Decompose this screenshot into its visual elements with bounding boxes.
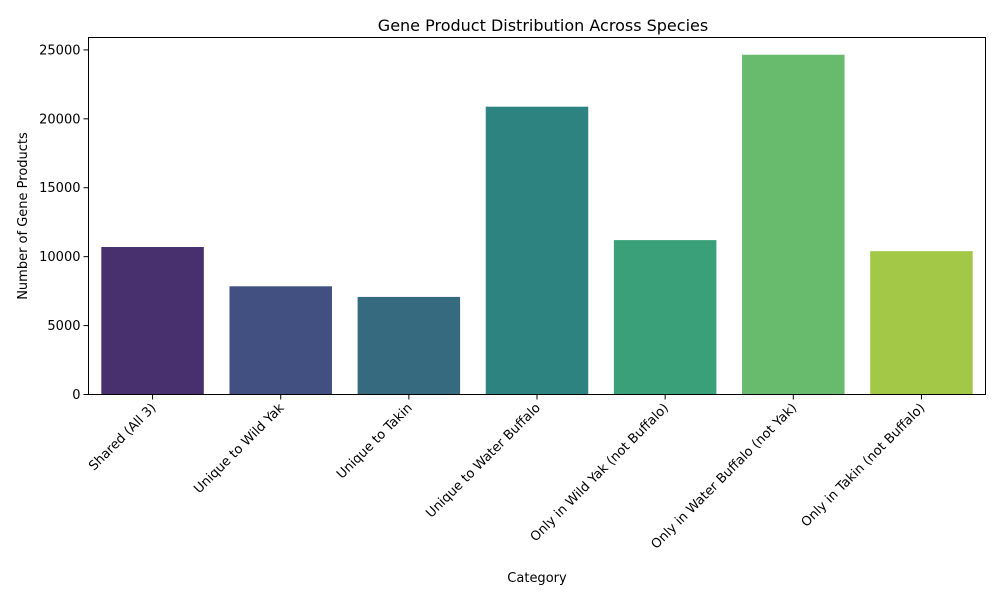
x-tick-label: Unique to Takin bbox=[334, 401, 416, 483]
x-tick-label: Shared (All 3) bbox=[86, 401, 159, 474]
y-tick-label: 0 bbox=[72, 388, 80, 403]
y-axis: 0 5000 10000 15000 20000 25000 bbox=[39, 43, 89, 403]
x-axis-label: Category bbox=[507, 571, 567, 586]
y-tick-label: 20000 bbox=[39, 112, 80, 127]
y-tick-label: 15000 bbox=[39, 181, 80, 196]
bar bbox=[870, 251, 973, 395]
x-tick-label: Only in Takin (not Buffalo) bbox=[799, 401, 929, 531]
bar bbox=[229, 286, 332, 395]
y-tick-label: 25000 bbox=[39, 43, 80, 58]
y-axis-label: Number of Gene Products bbox=[16, 132, 31, 300]
x-tick-label: Unique to Wild Yak bbox=[191, 400, 287, 496]
bar bbox=[742, 54, 845, 395]
y-tick-label: 10000 bbox=[39, 250, 80, 265]
bar bbox=[613, 240, 717, 395]
x-tick-label: Only in Water Buffalo (not Yak) bbox=[648, 401, 800, 553]
bar bbox=[101, 247, 204, 395]
chart-title: Gene Product Distribution Across Species bbox=[378, 16, 708, 35]
plot-frame bbox=[88, 37, 986, 395]
x-axis: Shared (All 3) Unique to Wild Yak Unique t… bbox=[86, 394, 929, 553]
bars-group bbox=[101, 54, 973, 395]
bar bbox=[485, 106, 589, 395]
bar bbox=[357, 296, 461, 395]
x-tick-label: Only in Wild Yak (not Buffalo) bbox=[528, 401, 672, 545]
y-tick-label: 5000 bbox=[47, 319, 80, 334]
x-tick-label: Unique to Water Buffalo bbox=[423, 401, 544, 522]
